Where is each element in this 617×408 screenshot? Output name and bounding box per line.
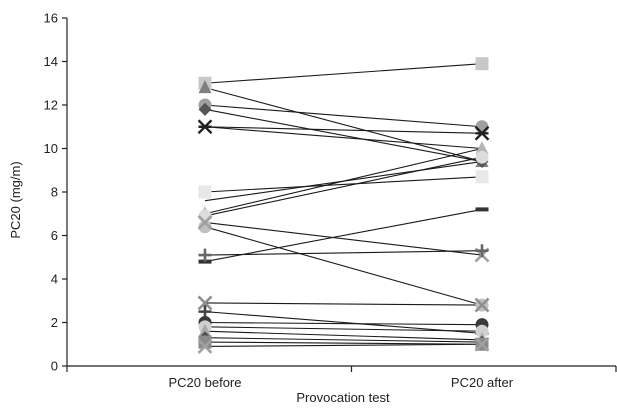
data-point-circle: [475, 120, 489, 134]
series-markers: [197, 57, 490, 354]
series-line: [204, 321, 483, 326]
data-point-square: [475, 57, 489, 71]
data-point-x: [197, 215, 213, 230]
series-line: [204, 341, 483, 345]
data-point-circle: [198, 220, 212, 234]
y-tick-label: 12: [44, 98, 58, 113]
data-point-asterisk: [197, 119, 213, 135]
data-point-x: [197, 295, 213, 311]
y-tick-label: 4: [51, 272, 58, 287]
series-line: [204, 104, 483, 128]
x-tick-label: PC20 before: [169, 375, 242, 390]
series-line: [204, 330, 483, 341]
y-tick-label: 16: [44, 11, 58, 26]
y-axis-title: PC20 (mg/m): [8, 161, 23, 238]
series-line: [204, 221, 483, 256]
data-point-square: [198, 185, 212, 199]
y-tick-label: 10: [44, 141, 58, 156]
data-point-minus: [198, 259, 212, 264]
axes: 0 2 4 6 8 10 12 14 16 PC20 before PC20 after: [44, 11, 617, 390]
series-line: [204, 176, 483, 193]
series-line: [204, 108, 483, 163]
data-point-circle: [475, 324, 489, 338]
series-line: [204, 208, 483, 263]
series-line: [204, 311, 483, 334]
data-point-plus: [198, 248, 212, 262]
y-tick-label: 0: [51, 359, 58, 374]
series-line: [204, 147, 483, 215]
data-point-minus: [475, 207, 489, 212]
series-line: [204, 343, 483, 347]
data-point-x: [474, 336, 490, 352]
series-line: [204, 226, 483, 306]
data-point-plus: [198, 305, 212, 319]
data-point-diamond: [198, 102, 212, 116]
data-point-plus: [475, 244, 489, 258]
data-point-triangle: [198, 323, 212, 337]
y-tick-label: 6: [51, 228, 58, 243]
series-line: [204, 302, 483, 306]
series-line: [204, 87, 483, 163]
data-point-circle: [475, 150, 489, 164]
data-point-x: [474, 297, 490, 313]
x-tick-label: PC20 after: [451, 375, 514, 390]
data-point-square: [198, 335, 212, 349]
data-point-square: [475, 170, 489, 184]
data-point-triangle: [475, 141, 489, 154]
series-line: [204, 126, 483, 150]
series-line: [204, 250, 483, 256]
y-tick-label: 2: [51, 315, 58, 330]
y-tick-label: 8: [51, 185, 58, 200]
series-line: [204, 326, 483, 332]
series-line: [204, 156, 483, 217]
data-point-triangle: [198, 80, 212, 94]
data-point-asterisk: [474, 125, 490, 141]
series-line: [204, 337, 483, 343]
series-line: [204, 63, 483, 84]
series-lines: [204, 63, 483, 347]
x-axis-title: Provocation test: [296, 390, 390, 403]
series-line: [204, 126, 483, 134]
y-tick-label: 14: [44, 54, 58, 69]
data-point-x: [197, 339, 213, 354]
